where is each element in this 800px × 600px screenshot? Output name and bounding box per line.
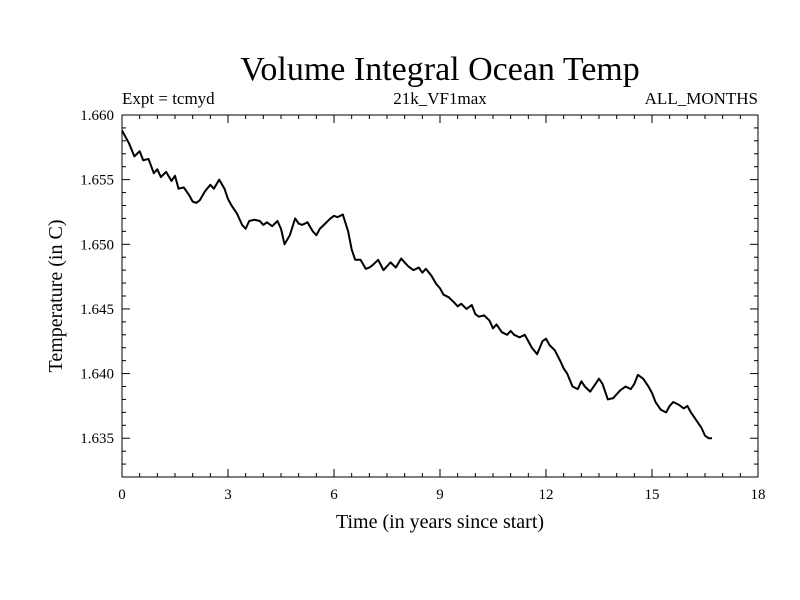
y-tick-label: 1.660 bbox=[80, 108, 114, 124]
chart-subtitle-center: 21k_VF1max bbox=[393, 89, 487, 108]
y-tick-label: 1.635 bbox=[80, 431, 114, 447]
chart-subtitle-left: Expt = tcmyd bbox=[122, 89, 215, 108]
series-line bbox=[121, 130, 713, 440]
y-tick-label: 1.640 bbox=[80, 367, 114, 383]
x-axis-label: Time (in years since start) bbox=[336, 511, 544, 533]
x-tick-label: 0 bbox=[118, 487, 126, 503]
x-tick-label: 12 bbox=[539, 487, 554, 503]
x-tick-label: 9 bbox=[436, 487, 444, 503]
y-tick-labels: 1.635 1.640 1.645 1.650 1.655 1.660 bbox=[80, 108, 114, 447]
ticks-layer bbox=[121, 114, 759, 478]
x-tick-label: 3 bbox=[224, 487, 232, 503]
y-tick-label: 1.650 bbox=[80, 237, 114, 253]
x-tick-label: 6 bbox=[330, 487, 338, 503]
x-tick-label: 15 bbox=[645, 487, 660, 503]
y-axis-label: Temperature (in C) bbox=[45, 220, 67, 373]
y-tick-label: 1.645 bbox=[80, 302, 114, 318]
x-tick-label: 18 bbox=[751, 487, 766, 503]
chart-subtitle-right: ALL_MONTHS bbox=[645, 89, 758, 108]
x-tick-labels: 0 3 6 9 12 15 18 bbox=[118, 487, 765, 503]
chart-title: Volume Integral Ocean Temp bbox=[240, 51, 640, 88]
y-tick-label: 1.655 bbox=[80, 173, 114, 189]
